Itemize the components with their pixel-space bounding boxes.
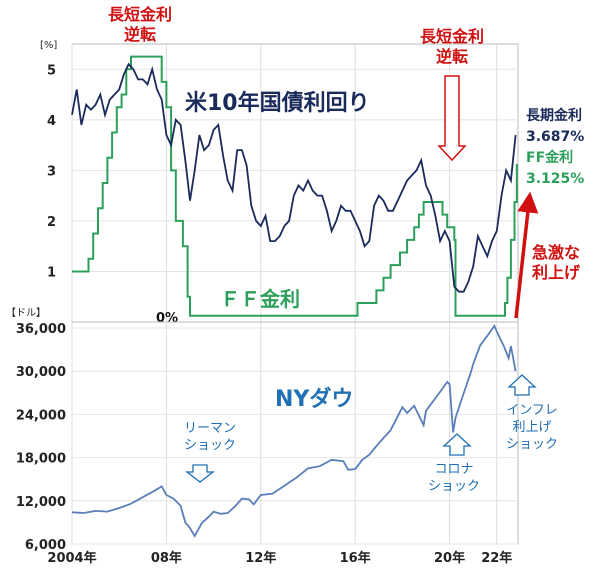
title-ny-dow: NYダウ bbox=[275, 386, 353, 412]
series-ff-rate-line bbox=[72, 55, 518, 317]
inversion-label-2019: 長短金利逆転 bbox=[420, 27, 484, 66]
dow-y-tick-label: 12,000 bbox=[16, 495, 66, 510]
legend-ff-name: FF金利 bbox=[526, 149, 573, 166]
corona-label: コロナショック bbox=[428, 462, 480, 494]
title-ff-rate: ＦＦ金利 bbox=[220, 287, 300, 311]
dow-y-tick-label: 30,000 bbox=[16, 365, 66, 380]
rate-hike-arrow-icon bbox=[514, 191, 539, 319]
dow-y-ticks: 6,000 12,000 18,000 24,000 30,000 36,000 bbox=[16, 322, 66, 553]
inversion-arrow-icon bbox=[437, 75, 467, 162]
dow-y-tick-label: 6,000 bbox=[25, 538, 66, 553]
dow-y-tick-label: 24,000 bbox=[16, 408, 66, 423]
x-tick-label: 12年 bbox=[245, 550, 276, 566]
rates-y-tick-label: 3 bbox=[47, 164, 56, 179]
dow-grid bbox=[71, 322, 518, 545]
lehman-arrow-icon bbox=[185, 464, 215, 483]
x-tick-label: 16年 bbox=[340, 550, 371, 566]
rate-hike-label: 急激な利上げ bbox=[532, 243, 581, 282]
zero-label: 0% bbox=[156, 311, 178, 326]
inflation-label: インフレ利上げショック bbox=[506, 403, 558, 452]
dow-panel: 6,000 12,000 18,000 24,000 30,000 36,000 2004… bbox=[6, 307, 519, 566]
legend-ff-value: 3.125% bbox=[526, 171, 584, 187]
lehman-label: リーマンショック bbox=[184, 421, 236, 453]
rates-panel: 1 2 3 4 5 [%] 0% bbox=[40, 40, 519, 326]
rates-y-tick-label: 5 bbox=[47, 63, 56, 78]
series-10y-yield-line bbox=[71, 62, 517, 293]
x-tick-label: 2004年 bbox=[47, 550, 96, 566]
corona-arrow-icon bbox=[442, 433, 472, 456]
annotations: 長短金利逆転 長短金利逆転 米10年国債利回り ＦＦ金利 NYダウ 長期金利 3… bbox=[108, 5, 584, 494]
series-dow-line bbox=[71, 323, 517, 538]
rates-y-tick-label: 1 bbox=[47, 265, 56, 280]
x-tick-label: 08年 bbox=[151, 550, 182, 566]
inflation-arrow-icon bbox=[507, 374, 537, 396]
x-tick-label: 20年 bbox=[434, 550, 465, 566]
legend-10y-name: 長期金利 bbox=[526, 107, 582, 124]
inversion-label-2006: 長短金利逆転 bbox=[108, 5, 172, 44]
rates-y-tick-label: 4 bbox=[47, 114, 56, 129]
dow-y-tick-label: 18,000 bbox=[16, 452, 66, 467]
x-ticks: 2004年 08年 12年 16年 20年 22年 bbox=[47, 550, 512, 566]
dow-frame bbox=[71, 321, 519, 545]
title-10y-yield: 米10年国債利回り bbox=[185, 90, 370, 116]
rates-y-ticks: 1 2 3 4 5 bbox=[47, 63, 56, 280]
x-tick-label: 22年 bbox=[481, 550, 512, 566]
dow-y-tick-label: 36,000 bbox=[16, 322, 66, 337]
legend-10y-value: 3.687% bbox=[526, 129, 584, 145]
rates-y-tick-label: 2 bbox=[47, 215, 56, 230]
rates-y-unit: [%] bbox=[40, 40, 57, 51]
dow-y-unit: 【ドル】 bbox=[6, 307, 46, 319]
